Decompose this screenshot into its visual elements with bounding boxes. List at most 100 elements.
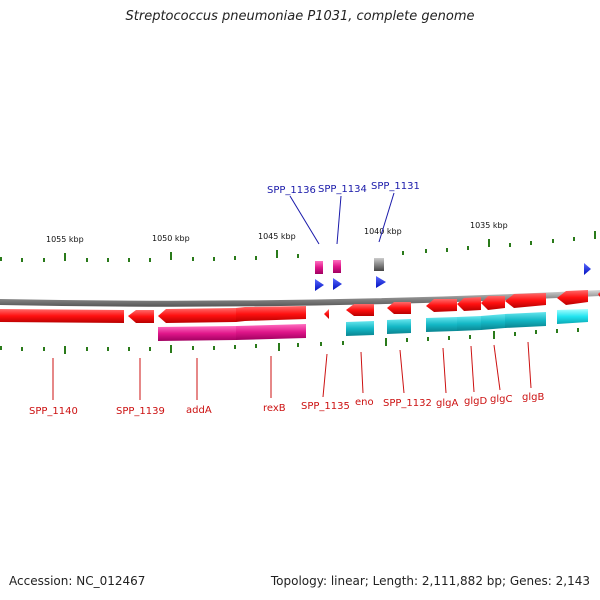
- blue-arrow-spp1131[interactable]: [376, 276, 386, 288]
- leader-glgd: [470, 345, 475, 393]
- upper-tick: [446, 248, 448, 252]
- upper-tick-major: [594, 231, 596, 239]
- lower-tick: [297, 343, 299, 347]
- lower-tick: [514, 332, 516, 336]
- lower-tick: [320, 342, 322, 346]
- gene-bar-edge[interactable]: [557, 309, 588, 324]
- gene-edge-red[interactable]: [557, 290, 588, 305]
- lower-tick: [192, 346, 194, 350]
- bottom-labels: SPP_1140 SPP_1139 addA rexB SPP_1135 eno…: [29, 392, 544, 417]
- upper-tick: [21, 258, 23, 262]
- upper-tick: [255, 256, 257, 260]
- gene-bar-glgc[interactable]: [481, 314, 505, 330]
- upper-tick-major: [276, 250, 278, 258]
- lower-tick: [577, 328, 579, 332]
- gene-spp1135[interactable]: [324, 309, 329, 319]
- leader-spp1135: [322, 353, 328, 398]
- label-spp1134: SPP_1134: [318, 184, 367, 195]
- upper-tick: [213, 257, 215, 261]
- gene-bar-eno[interactable]: [346, 321, 374, 336]
- leader-glgc: [493, 344, 501, 391]
- gene-box-spp1136[interactable]: [315, 261, 323, 274]
- gene-bar-spp1132[interactable]: [387, 319, 411, 334]
- lower-tick: [255, 344, 257, 348]
- scale-label-1050: 1050 kbp: [152, 234, 190, 243]
- lower-tick: [556, 329, 558, 333]
- red-gene-row: [0, 290, 600, 323]
- label-spp1139: SPP_1139: [116, 406, 165, 417]
- lower-tick: [0, 346, 2, 350]
- gene-glga[interactable]: [426, 299, 457, 312]
- lower-tick: [448, 336, 450, 340]
- leader-spp1136: [289, 195, 320, 245]
- gene-bar-glgb[interactable]: [505, 312, 546, 328]
- leader-glgb: [527, 341, 532, 389]
- upper-tick: [425, 249, 427, 253]
- gene-bar-rexb[interactable]: [236, 324, 306, 340]
- gene-glgc[interactable]: [481, 296, 505, 310]
- cyan-gene-row: [346, 309, 588, 336]
- scale-label-1040: 1040 kbp: [364, 227, 402, 236]
- lower-tick: [213, 346, 215, 350]
- label-glgd: glgD: [464, 396, 487, 407]
- label-adda: addA: [186, 405, 212, 416]
- label-spp1140: SPP_1140: [29, 406, 78, 417]
- lower-tick-major: [170, 345, 172, 353]
- gene-glgd[interactable]: [457, 297, 481, 311]
- label-glgb: glgB: [522, 392, 544, 403]
- leader-spp1132: [399, 349, 405, 394]
- lower-tick: [149, 347, 151, 351]
- label-glga: glgA: [436, 398, 458, 409]
- upper-tick: [552, 239, 554, 243]
- upper-tick: [192, 257, 194, 261]
- blue-arrow-spp1136[interactable]: [315, 279, 324, 291]
- lower-tick-row: [0, 328, 579, 354]
- upper-tick: [467, 246, 469, 250]
- genome-title: Streptococcus pneumoniae P1031, complete…: [125, 9, 475, 24]
- upper-tick-row: [0, 231, 596, 262]
- gene-eno[interactable]: [346, 304, 374, 316]
- lower-tick: [234, 345, 236, 349]
- leader-eno: [360, 351, 364, 394]
- label-rexb: rexB: [263, 403, 286, 414]
- lower-tick: [406, 338, 408, 342]
- lower-tick: [342, 341, 344, 345]
- topology-text: Topology: linear; Length: 2,111,882 bp; …: [270, 574, 590, 588]
- gene-bar-glga[interactable]: [426, 317, 457, 332]
- gene-spp1140[interactable]: [0, 309, 124, 323]
- blue-arrows: [315, 263, 591, 291]
- gene-spp1132[interactable]: [387, 302, 411, 314]
- gene-box-spp1134[interactable]: [333, 260, 341, 273]
- blue-arrow-spp1134[interactable]: [333, 278, 342, 290]
- upper-tick-major: [64, 253, 66, 261]
- lower-tick-major: [385, 338, 387, 346]
- gene-bar-glgd[interactable]: [457, 316, 481, 331]
- gene-bar-adda[interactable]: [158, 326, 236, 341]
- gene-glgb[interactable]: [505, 293, 546, 308]
- upper-tick: [509, 243, 511, 247]
- leader-spp1131: [378, 192, 395, 243]
- upper-tick-major: [170, 252, 172, 260]
- lower-tick: [21, 347, 23, 351]
- gene-rexb[interactable]: [236, 306, 306, 322]
- upper-tick: [128, 258, 130, 262]
- gene-spp1139[interactable]: [128, 310, 154, 323]
- upper-tick: [234, 256, 236, 260]
- lower-tick: [469, 335, 471, 339]
- upper-small-genes: [315, 258, 384, 274]
- scale-label-1055: 1055 kbp: [46, 235, 84, 244]
- upper-tick: [43, 258, 45, 262]
- leader-glga: [442, 347, 447, 394]
- upper-tick: [573, 237, 575, 241]
- blue-arrow-edge[interactable]: [584, 263, 591, 275]
- upper-tick: [149, 258, 151, 262]
- pink-gene-row: [158, 324, 306, 341]
- upper-tick: [297, 254, 299, 258]
- lower-tick: [128, 347, 130, 351]
- gene-box-spp1131[interactable]: [374, 258, 384, 271]
- top-leader-lines: [289, 192, 395, 245]
- lower-tick: [535, 330, 537, 334]
- scale-labels: 1055 kbp 1050 kbp 1045 kbp 1040 kbp 1035…: [46, 221, 508, 244]
- gene-adda[interactable]: [158, 308, 236, 323]
